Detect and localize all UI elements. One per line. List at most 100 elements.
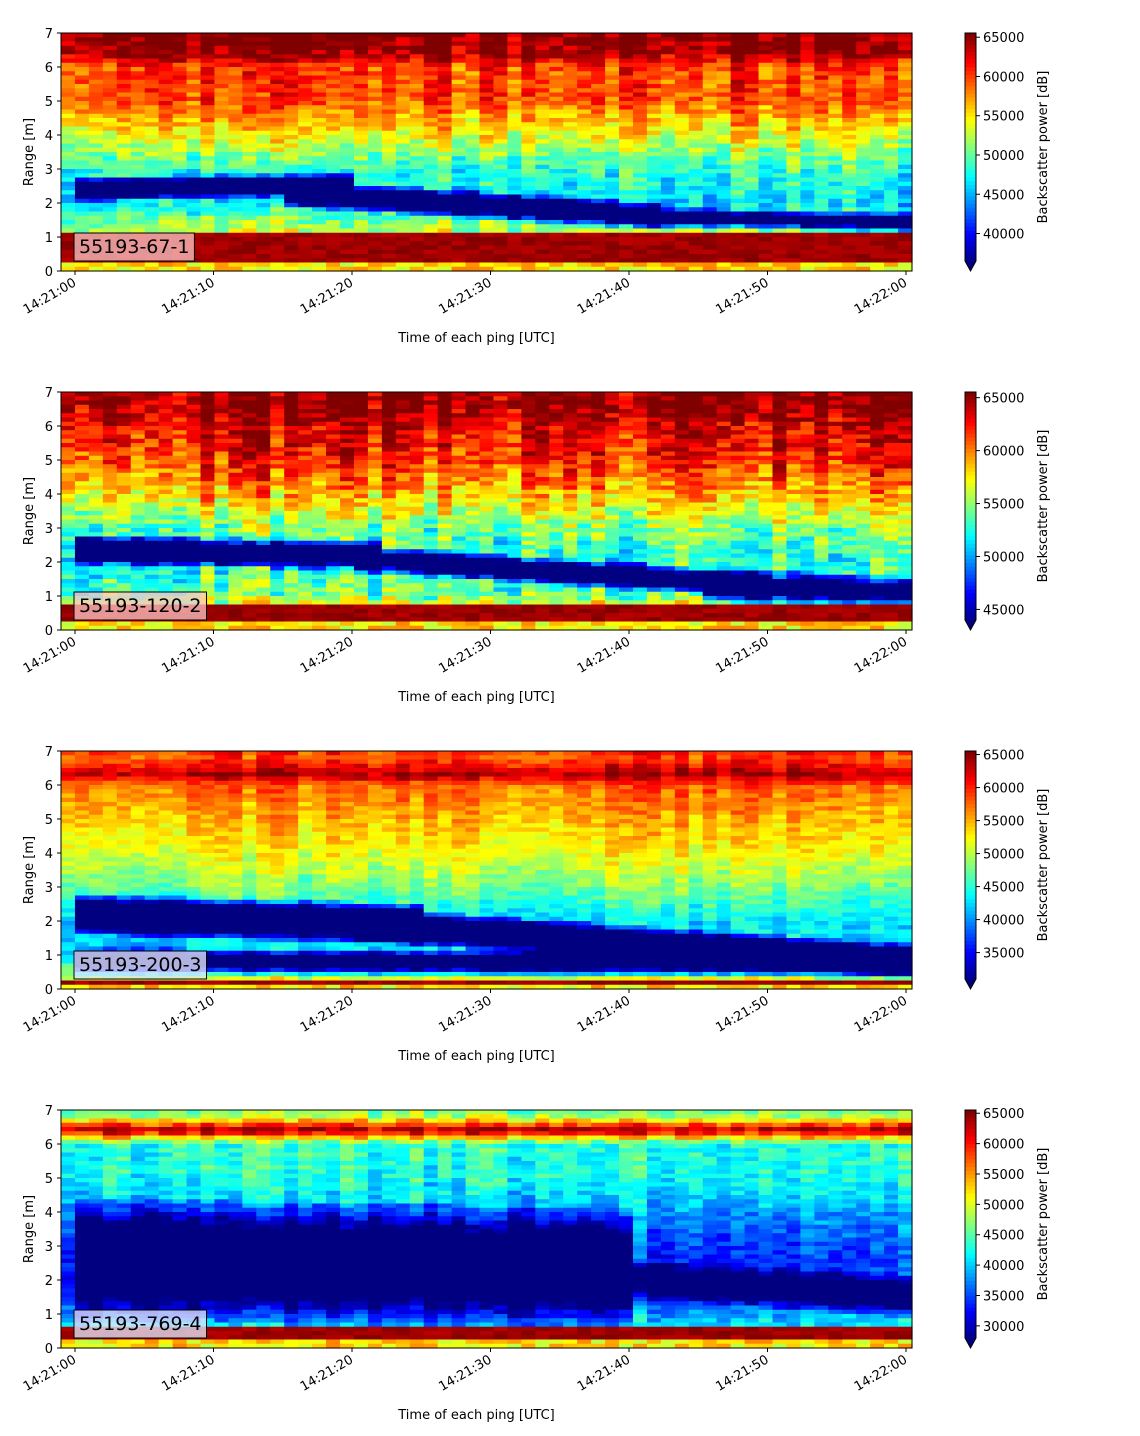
heatmap-cell [674, 118, 690, 123]
heatmap-cell [102, 579, 118, 584]
heatmap-cell [353, 88, 369, 94]
heatmap-cell [158, 426, 174, 431]
heatmap-cell [214, 266, 230, 272]
heatmap-cell [340, 438, 355, 444]
heatmap-cell [130, 545, 146, 550]
heatmap-cell [353, 245, 369, 251]
heatmap-cell [256, 489, 271, 495]
heatmap-cell [688, 228, 704, 234]
heatmap-cell [130, 130, 146, 136]
heatmap-cell [144, 33, 160, 38]
heatmap-cell [270, 502, 285, 508]
heatmap-cell [353, 139, 369, 145]
heatmap-cell [619, 88, 634, 94]
colorbar-segment [965, 48, 976, 53]
heatmap-cell [228, 194, 243, 200]
heatmap-cell [61, 443, 76, 448]
heatmap-cell [591, 203, 606, 208]
heatmap-cell [186, 228, 202, 234]
heatmap-cell [353, 41, 369, 47]
heatmap-cell [730, 54, 746, 60]
heatmap-cell [800, 58, 815, 64]
heatmap-cell [298, 574, 313, 580]
heatmap-cell [395, 587, 411, 593]
heatmap-cell [200, 477, 216, 482]
heatmap-cell [158, 224, 174, 230]
heatmap-cell [591, 37, 606, 43]
heatmap-cell [409, 198, 425, 204]
heatmap-cell [102, 228, 118, 234]
heatmap-cell [367, 211, 383, 217]
heatmap-cell [256, 152, 271, 157]
heatmap-cell [423, 113, 439, 119]
heatmap-cell [493, 122, 509, 128]
heatmap-cell [144, 460, 160, 465]
colorbar-segment [965, 192, 976, 197]
heatmap-cell [200, 262, 216, 268]
heatmap-cell [814, 152, 829, 157]
heatmap-cell [744, 211, 760, 217]
heatmap-cell [242, 485, 257, 491]
heatmap-cell [549, 71, 564, 77]
heatmap-cell [102, 181, 118, 187]
heatmap-cell [465, 262, 481, 268]
heatmap-cell [158, 562, 174, 567]
heatmap-cell [242, 109, 257, 115]
heatmap-cell [340, 549, 355, 555]
heatmap-cell [367, 147, 383, 153]
heatmap-cell [74, 438, 90, 444]
heatmap-cell [228, 67, 243, 72]
heatmap-cell [884, 118, 899, 123]
heatmap-cell [326, 413, 341, 419]
heatmap-cell [688, 54, 704, 60]
heatmap-cell [884, 194, 899, 200]
heatmap-cell [340, 553, 355, 559]
heatmap-cell [172, 194, 188, 200]
heatmap-cell [786, 113, 801, 119]
heatmap-cell [786, 75, 801, 81]
heatmap-cell [367, 54, 383, 60]
heatmap-cell [465, 169, 481, 174]
heatmap-cell [270, 460, 285, 465]
heatmap-cell [744, 258, 760, 264]
heatmap-cell [730, 101, 746, 106]
heatmap-cell [353, 519, 369, 525]
heatmap-cell [298, 237, 313, 242]
heatmap-cell [535, 75, 550, 81]
heatmap-cell [786, 126, 801, 132]
heatmap-cell [381, 139, 397, 145]
heatmap-cell [758, 84, 774, 89]
heatmap-cell [270, 464, 285, 470]
heatmap-cell [605, 109, 620, 115]
heatmap-cell [423, 181, 439, 187]
heatmap-cell [116, 96, 132, 102]
heatmap-cell [130, 549, 146, 555]
heatmap-cell [340, 54, 355, 60]
heatmap-cell [88, 181, 104, 187]
heatmap-cell [828, 262, 843, 268]
heatmap-cell [158, 139, 174, 145]
heatmap-cell [200, 540, 216, 546]
heatmap-cell [340, 404, 355, 410]
heatmap-cell [298, 532, 313, 538]
heatmap-cell [186, 396, 202, 402]
heatmap-cell [144, 481, 160, 487]
heatmap-cell [326, 105, 341, 111]
heatmap-cell [744, 75, 760, 81]
heatmap-cell [270, 494, 285, 499]
heatmap-cell [898, 88, 913, 94]
heatmap-cell [61, 613, 76, 618]
heatmap-cell [493, 186, 509, 191]
heatmap-cell [716, 207, 732, 213]
heatmap-cell [758, 245, 774, 251]
heatmap-cell [256, 604, 271, 610]
heatmap-cell [856, 181, 871, 187]
heatmap-cell [340, 84, 355, 89]
heatmap-cell [884, 186, 899, 191]
heatmap-cell [479, 62, 495, 68]
heatmap-cell [312, 126, 327, 132]
heatmap-cell [465, 45, 481, 51]
heatmap-cell [535, 190, 550, 196]
heatmap-cell [74, 468, 90, 474]
heatmap-cell [242, 625, 257, 631]
